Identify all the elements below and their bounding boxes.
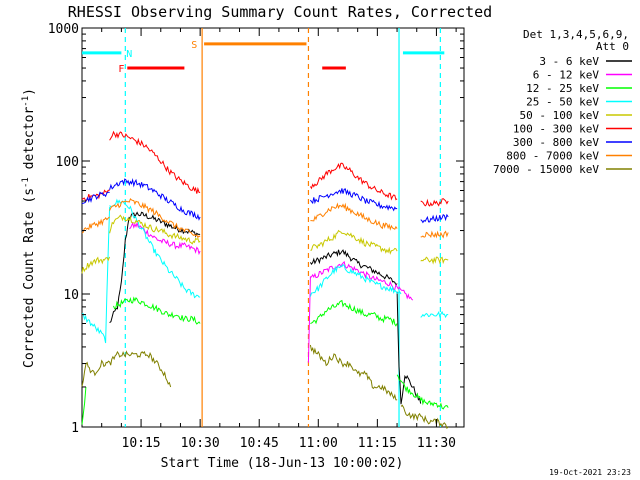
series-line [129, 211, 201, 238]
y-axis: 1 10 100 1000 [48, 22, 464, 436]
series-line [310, 299, 398, 327]
legend-label: 12 - 25 keV [526, 82, 599, 95]
series-line [400, 404, 449, 429]
x-tick-label: 10:45 [240, 436, 279, 451]
series-line [81, 256, 111, 274]
x-axis: 10:15 10:30 10:45 11:00 11:15 11:30 [101, 28, 457, 451]
series-line [309, 188, 398, 212]
x-tick-label: 10:30 [181, 436, 220, 451]
series-line [109, 214, 201, 245]
series-line [396, 374, 449, 410]
legend-label: 25 - 50 keV [526, 96, 599, 109]
y-tick-label: 10 [63, 288, 79, 303]
vertical-markers [124, 28, 441, 427]
series-line [81, 191, 110, 205]
footer-timestamp: 19-Oct-2021 23:23 [549, 468, 631, 477]
plot-area [81, 27, 465, 428]
chart-title: RHESSI Observing Summary Count Rates, Co… [68, 3, 492, 21]
legend-header-line1: Det 1,3,4,5,6,9, [523, 28, 629, 41]
x-axis-label: Start Time (18-Jun-13 10:00:02) [161, 456, 404, 471]
x-tick-label: 11:15 [358, 436, 397, 451]
series-line [109, 198, 201, 299]
series-3 [82, 198, 449, 344]
series-line [109, 130, 201, 194]
series-1 [129, 221, 414, 363]
flag-label: F [118, 64, 124, 75]
legend-label: 6 - 12 keV [533, 69, 600, 82]
y-tick-label: 1000 [48, 22, 79, 37]
y-axis-label-exp2: -1 [21, 96, 31, 107]
series-line [420, 198, 449, 207]
series-7 [81, 197, 449, 239]
series-line [309, 344, 398, 401]
series-line [113, 296, 201, 325]
series-line [307, 260, 414, 363]
data-series [81, 130, 449, 429]
flag-label: N [126, 49, 132, 60]
x-tick-label: 11:00 [299, 436, 338, 451]
legend-label: 3 - 6 keV [539, 55, 599, 68]
y-tick-label: 100 [56, 155, 79, 170]
legend-label: 100 - 300 keV [513, 123, 599, 136]
series-line [420, 230, 449, 239]
series-2 [81, 296, 449, 425]
series-line [109, 197, 201, 239]
series-6 [81, 178, 449, 224]
series-line [109, 216, 130, 324]
legend-header-line2: Att 0 [596, 40, 629, 53]
flag-bars: NF S [82, 40, 445, 75]
y-axis-label-mid: detector [22, 107, 37, 178]
y-axis-label-exp1: -1 [21, 177, 31, 188]
plot-frame [81, 27, 465, 428]
series-line [309, 162, 398, 201]
y-tick-label: 1 [71, 421, 79, 436]
series-line [81, 350, 172, 388]
flag-label: S [191, 40, 197, 51]
x-tick-label: 10:15 [122, 436, 161, 451]
series-line [309, 249, 398, 286]
series-8 [81, 344, 449, 429]
y-axis-label-end: ) [22, 88, 37, 96]
legend-label: 50 - 100 keV [520, 109, 600, 122]
series-line [82, 207, 111, 344]
series-4 [81, 214, 449, 274]
series-line [129, 221, 201, 256]
series-line [310, 202, 398, 231]
series-line [309, 263, 402, 297]
legend-label: 300 - 800 keV [513, 136, 599, 149]
y-axis-label: Corrected Count Rate (s-1 detector-1) [21, 88, 37, 368]
series-line [420, 256, 449, 265]
y-axis-label-main: Corrected Count Rate (s [22, 188, 37, 368]
series-line [310, 229, 398, 255]
series-line [81, 386, 87, 425]
legend-label: 7000 - 15000 keV [493, 163, 599, 176]
legend-label: 800 - 7000 keV [506, 150, 599, 163]
series-line [109, 178, 201, 221]
x-tick-label: 11:30 [417, 436, 456, 451]
series-line [420, 310, 449, 319]
series-line [81, 216, 110, 234]
series-line [420, 213, 449, 224]
